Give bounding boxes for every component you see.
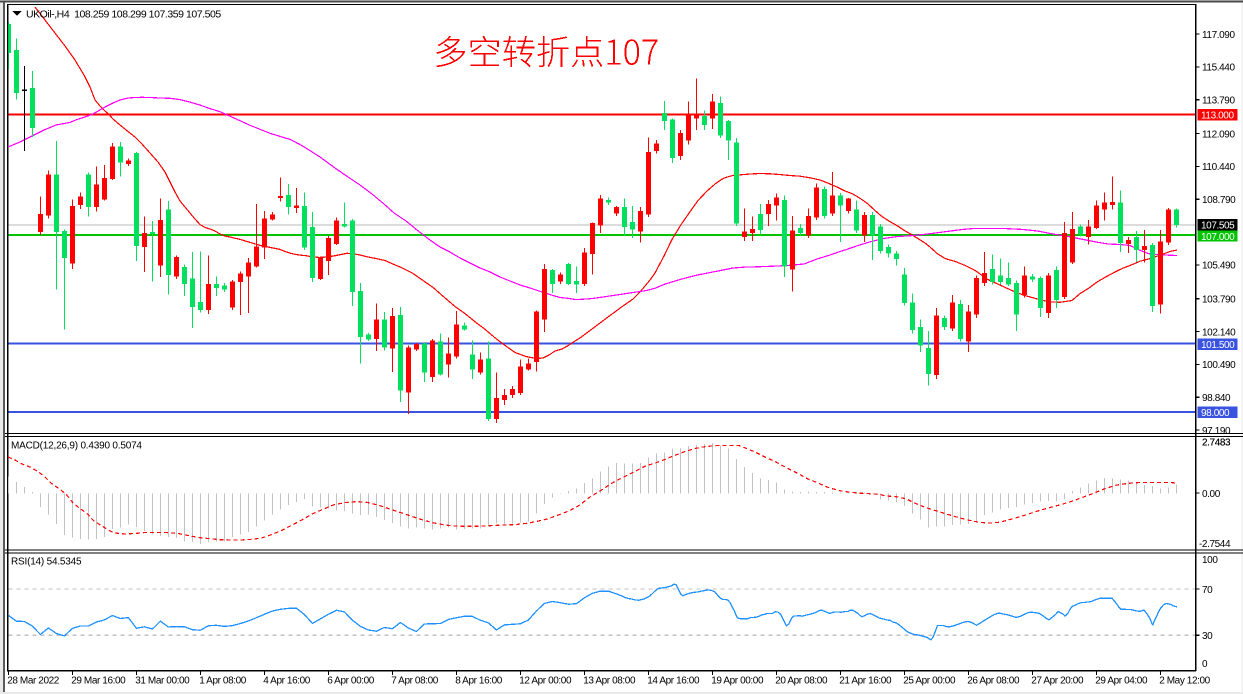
svg-text:2 May 12:00: 2 May 12:00 [1159,676,1210,687]
svg-text:107.505: 107.505 [1201,221,1235,232]
svg-text:29 Apr 04:00: 29 Apr 04:00 [1095,676,1148,687]
svg-text:113.790: 113.790 [1202,96,1235,107]
svg-text:98.000: 98.000 [1201,408,1230,419]
svg-text:21 Apr 16:00: 21 Apr 16:00 [839,676,892,687]
svg-text:110.440: 110.440 [1202,162,1235,173]
svg-text:8 Apr 16:00: 8 Apr 16:00 [455,676,503,687]
svg-text:108.790: 108.790 [1202,195,1236,206]
svg-text:19 Apr 00:00: 19 Apr 00:00 [711,676,764,687]
svg-text:20 Apr 08:00: 20 Apr 08:00 [775,676,828,687]
svg-text:MACD(12,26,9) 0.4390 0.5074: MACD(12,26,9) 0.4390 0.5074 [11,441,142,452]
svg-text:117.090: 117.090 [1202,30,1235,41]
svg-text:29 Mar 16:00: 29 Mar 16:00 [71,676,126,687]
svg-text:107.000: 107.000 [1201,232,1235,243]
svg-text:2.7483: 2.7483 [1202,438,1231,449]
svg-text:25 Apr 00:00: 25 Apr 00:00 [903,676,956,687]
svg-text:13 Apr 08:00: 13 Apr 08:00 [583,676,636,687]
svg-text:2.7483: 2.7483 [1202,438,1231,449]
svg-text:113.000: 113.000 [1201,111,1234,122]
svg-text:100: 100 [1202,555,1218,566]
svg-text:14 Apr 16:00: 14 Apr 16:00 [647,676,700,687]
svg-text:1 Apr 08:00: 1 Apr 08:00 [199,676,247,687]
svg-text:RSI(14) 54.5345: RSI(14) 54.5345 [11,557,82,568]
svg-text:102.140: 102.140 [1202,327,1236,338]
svg-text:6 Apr 00:00: 6 Apr 00:00 [327,676,375,687]
svg-text:105.490: 105.490 [1202,261,1236,272]
svg-text:98.840: 98.840 [1202,393,1231,404]
svg-text:0.00: 0.00 [1202,489,1221,500]
svg-text:101.500: 101.500 [1201,340,1235,351]
svg-text:100.490: 100.490 [1202,360,1236,371]
svg-text:26 Apr 08:00: 26 Apr 08:00 [967,676,1020,687]
svg-text:115.440: 115.440 [1202,63,1235,74]
svg-text:12 Apr 00:00: 12 Apr 00:00 [519,676,572,687]
svg-text:7 Apr 08:00: 7 Apr 08:00 [391,676,439,687]
svg-text:30: 30 [1202,631,1213,642]
svg-text:28 Mar 2022: 28 Mar 2022 [7,676,60,687]
svg-text:-2.7544: -2.7544 [1199,539,1231,550]
svg-text:4 Apr 16:00: 4 Apr 16:00 [263,676,311,687]
svg-text:112.090: 112.090 [1202,129,1235,140]
svg-text:UKOil-,H4 108.259 108.299 107: UKOil-,H4 108.259 108.299 107.359 107.50… [26,9,221,21]
svg-text:97.190: 97.190 [1202,426,1231,437]
svg-text:0: 0 [1202,659,1208,670]
svg-text:27 Apr 20:00: 27 Apr 20:00 [1031,676,1084,687]
svg-text:70: 70 [1202,585,1213,596]
svg-text:31 Mar 00:00: 31 Mar 00:00 [135,676,190,687]
svg-text:103.790: 103.790 [1202,295,1236,306]
